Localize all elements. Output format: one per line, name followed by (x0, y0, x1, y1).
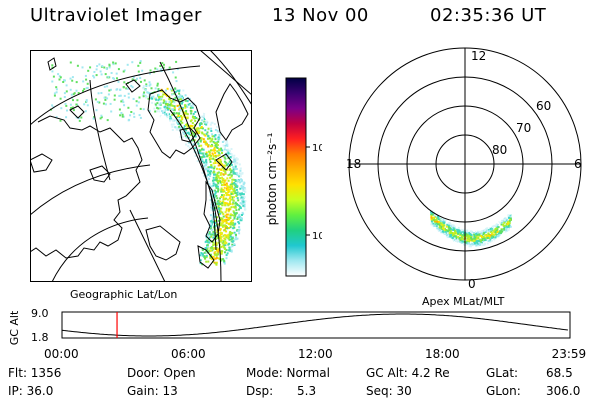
timeline-tick-label: 23:59 (551, 347, 587, 361)
colorbar-unit-label: photon cm⁻²s⁻¹ (265, 132, 279, 225)
instrument-title: Ultraviolet Imager (30, 5, 202, 26)
map-grid (30, 50, 252, 282)
auroral-oval-track (169, 109, 217, 251)
timeline-ymax: 9.0 (31, 307, 49, 320)
aurora-emission-polar (430, 209, 512, 248)
timeline-ylabel: GC Alt (8, 310, 21, 345)
dsp-label: Dsp: (246, 384, 274, 398)
sequence-readout: Seq: 30 (366, 384, 412, 398)
ip-readout: IP: 36.0 (8, 384, 54, 398)
geo-panel-label: Geographic Lat/Lon (70, 288, 178, 301)
gain-readout: Gain: 13 (127, 384, 178, 398)
dsp-value: 5.3 (297, 384, 317, 398)
mlt-label-6: 6 (574, 157, 582, 171)
mode-readout: Mode: Normal (246, 366, 330, 380)
mlt-label-18: 18 (346, 157, 361, 171)
aurora-emission-geo (50, 60, 247, 266)
gc-altitude-readout: GC Alt: 4.2 Re (366, 366, 450, 380)
glat-value: 68.5 (546, 366, 573, 380)
mlat-label-80: 80 (492, 143, 507, 157)
timeline-ymin: 1.8 (31, 331, 49, 344)
altitude-curve (61, 313, 568, 337)
glon-label: GLon: (486, 384, 521, 398)
polar-panel-label: Apex MLat/MLT (422, 295, 505, 308)
timeline-tick-label: 18:00 (425, 347, 460, 361)
mlt-label-0: 0 (468, 277, 476, 291)
flight-readout: Flt: 1356 (8, 366, 62, 380)
colorbar-tick-10: 10 (312, 231, 322, 242)
coastlines (30, 57, 249, 269)
date-label: 13 Nov 00 (272, 5, 369, 26)
colorbar-tick-100: 100 (312, 143, 322, 154)
altitude-timeline: GC Alt 9.0 1.8 (8, 307, 571, 345)
time-label: 02:35:36 UT (430, 5, 547, 26)
mlat-label-70: 70 (516, 121, 531, 135)
timeline-tick-label: 00:00 (44, 347, 79, 361)
polar-plot: 12 18 6 0 60 70 80 (346, 47, 582, 291)
mlt-label-12: 12 (471, 49, 486, 63)
timeline-tick-label: 12:00 (298, 347, 333, 361)
geographic-map (30, 50, 252, 282)
glat-label: GLat: (486, 366, 519, 380)
mlat-label-60: 60 (536, 99, 551, 113)
colorbar: photon cm⁻²s⁻¹ 100 10 (265, 77, 322, 277)
door-readout: Door: Open (127, 366, 196, 380)
glon-value: 306.0 (546, 384, 581, 398)
timeline-tick-label: 06:00 (171, 347, 206, 361)
